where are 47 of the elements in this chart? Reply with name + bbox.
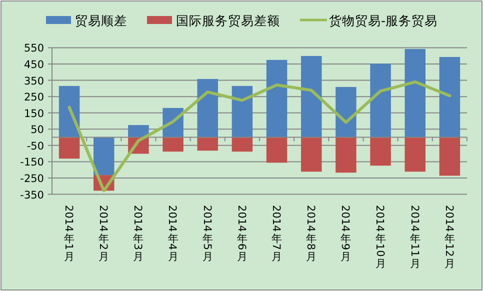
bar xyxy=(58,137,80,159)
bar xyxy=(336,137,356,173)
x-tick-label: 2014年5月 xyxy=(200,205,214,264)
x-tick-label: 2014年8月 xyxy=(304,205,318,264)
y-tick-label: 150 xyxy=(24,108,44,120)
bar xyxy=(404,137,426,172)
legend-label: 货物贸易-服务贸易 xyxy=(329,13,438,28)
bar xyxy=(232,86,253,138)
bar xyxy=(301,137,322,172)
bar xyxy=(128,125,149,138)
bar xyxy=(266,60,288,138)
x-tick-label: 2014年6月 xyxy=(235,205,248,264)
bar xyxy=(162,137,184,152)
bar xyxy=(94,137,114,176)
legend-label: 贸易顺差 xyxy=(75,13,127,28)
x-tick-label: 2014年3月 xyxy=(132,205,144,264)
bar xyxy=(370,64,391,138)
x-tick-label: 2014年11月 xyxy=(408,205,421,270)
y-tick-label: -250 xyxy=(20,173,44,186)
bar xyxy=(197,78,218,138)
bar xyxy=(266,137,288,163)
y-tick-label: 450 xyxy=(24,58,44,71)
x-tick-label: 2014年2月 xyxy=(97,205,110,264)
bar xyxy=(301,56,322,138)
y-tick-label: -350 xyxy=(20,189,44,202)
bar xyxy=(232,137,253,152)
bar xyxy=(197,137,218,151)
bar xyxy=(404,49,426,138)
x-tick-label: 2014年10月 xyxy=(374,205,386,270)
y-tick-label: -50 xyxy=(26,140,44,152)
y-tick-label: 350 xyxy=(24,75,44,88)
y-tick-label: 50 xyxy=(30,124,44,136)
x-tick-label: 2014年7月 xyxy=(270,205,283,264)
line-series xyxy=(68,80,452,192)
y-tick-label: 550 xyxy=(24,42,44,55)
bar xyxy=(336,86,356,138)
x-tick-label: 2014年12月 xyxy=(442,205,456,270)
x-tick-label: 2014年1月 xyxy=(62,205,76,264)
x-tick-label: 2014年4月 xyxy=(166,205,179,264)
bar xyxy=(370,137,391,166)
x-tick-label: 2014年9月 xyxy=(339,205,352,264)
bar xyxy=(58,86,80,138)
bar xyxy=(439,137,460,176)
legend-label: 国际服务贸易差额 xyxy=(176,13,280,28)
bar xyxy=(439,56,460,138)
y-tick-label: 250 xyxy=(24,92,44,104)
y-tick-label: -150 xyxy=(20,156,44,169)
